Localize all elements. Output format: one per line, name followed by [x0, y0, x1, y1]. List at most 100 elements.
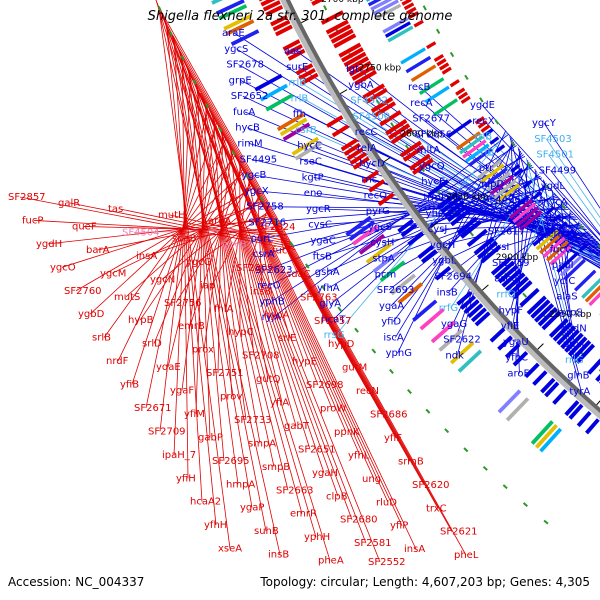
leader-line: [543, 122, 600, 209]
gene-label: emrR: [290, 509, 317, 520]
gene-arrow: [373, 101, 397, 118]
cog-block: [291, 136, 320, 156]
gene-label: rrlB: [474, 132, 492, 143]
gene-arrow: [567, 336, 588, 357]
gene-arrow: [328, 24, 352, 40]
gene-label: hycD: [359, 159, 385, 170]
gene-label: recO: [364, 190, 388, 201]
cog-block: [513, 167, 524, 177]
gene-label: proW: [320, 404, 346, 415]
leader-line: [424, 118, 600, 256]
gene-arrow: [340, 47, 364, 63]
gene-label: srlB: [92, 333, 111, 344]
gene-label: prox: [192, 345, 214, 356]
leader-line: [554, 201, 600, 246]
cog-block: [588, 292, 600, 307]
gene-label: ygdE: [470, 100, 495, 111]
gene-arrow: [512, 351, 529, 367]
leader-line: [153, 152, 234, 344]
cog-block: [225, 19, 255, 36]
gene-label: pcm: [375, 269, 397, 280]
gene-arrow: [260, 0, 276, 7]
gene-arrow: [480, 244, 502, 264]
gene-arrow: [402, 144, 425, 162]
gene-label: SF2621: [440, 527, 478, 538]
leader-line: [187, 68, 275, 467]
cog-block: [406, 6, 417, 15]
cog-block: [462, 139, 487, 159]
gene-arrow: [564, 332, 584, 353]
gene-label: recN: [356, 386, 379, 397]
gene-label: araE: [222, 28, 245, 39]
gene-label: SF2652: [231, 91, 269, 102]
gene-arrow: [265, 5, 284, 17]
cog-block: [400, 47, 427, 65]
scale-tick: [482, 284, 489, 291]
leader-line: [167, 25, 453, 532]
gene-label: recB: [408, 82, 431, 93]
cog-block: [410, 64, 437, 83]
gene-arrow: [524, 362, 540, 379]
cog-block: [505, 397, 530, 422]
gene-label: trmD: [423, 193, 449, 204]
gene-label: SF2677: [412, 114, 450, 125]
gene-label: gutQ: [256, 374, 281, 385]
gene-label: SF2716: [248, 217, 286, 228]
gene-arrow: [443, 199, 466, 218]
gene-label: insB: [250, 286, 271, 297]
cog-block: [480, 124, 491, 133]
gene-label: srlE: [278, 333, 296, 344]
gene-arrow: [440, 195, 462, 214]
gene-label: SF2651: [298, 444, 336, 455]
gene-arrow: [340, 138, 358, 152]
leader-line: [483, 120, 600, 242]
leader-line: [181, 120, 216, 391]
gene-label: galR: [58, 198, 80, 209]
cog-block: [365, 242, 392, 264]
gene-arrow: [585, 418, 600, 435]
leader-line: [204, 101, 247, 420]
leader-line: [297, 66, 600, 265]
gene-label: yfhH: [204, 520, 227, 531]
cog-block: [366, 0, 371, 2]
cog-block: [294, 141, 323, 161]
leader-line: [165, 23, 217, 526]
gene-label: ndk: [445, 350, 464, 361]
gene-arrow: [259, 0, 263, 2]
leader-line: [157, 3, 281, 555]
gene-arrow: [320, 10, 344, 25]
gene-label: ygcO: [50, 262, 76, 273]
gene-arrow: [275, 24, 293, 37]
gene-label: SF2708: [242, 351, 280, 362]
gene-label: stpA: [372, 253, 394, 264]
gene-arrow: [298, 67, 316, 81]
gene-label: hypC: [228, 327, 254, 338]
gene-label: SF2671: [134, 403, 172, 414]
gene-label: cysH: [370, 238, 394, 249]
gene-label: SF2756: [164, 298, 202, 309]
leader-line: [560, 200, 569, 297]
leader-line: [362, 100, 600, 261]
gene-arrow: [497, 264, 519, 284]
gene-arrow: [587, 358, 600, 375]
gene-arrow: [387, 123, 411, 140]
cog-block: [408, 11, 420, 19]
gene-arrow: [408, 153, 431, 171]
leader-line: [164, 20, 267, 532]
gene-feature-arrows: [211, 0, 600, 453]
gene-arrow: [526, 295, 547, 315]
leader-line: [421, 102, 600, 253]
gene-label: yfhC: [505, 353, 528, 364]
leader-line: [208, 109, 383, 415]
gene-label: pheA: [318, 556, 344, 567]
leader-line: [173, 73, 191, 455]
cog-block: [211, 0, 224, 5]
gene-label: SF2623: [255, 265, 293, 276]
gene-label: SF2617: [488, 226, 526, 237]
cog-block: [539, 427, 563, 453]
gene-label: ygbD: [78, 309, 105, 320]
gene-arrow: [295, 63, 314, 76]
cog-block: [438, 62, 450, 71]
gene-label: sdaC: [286, 269, 311, 280]
gene-label: glyA: [319, 299, 341, 310]
